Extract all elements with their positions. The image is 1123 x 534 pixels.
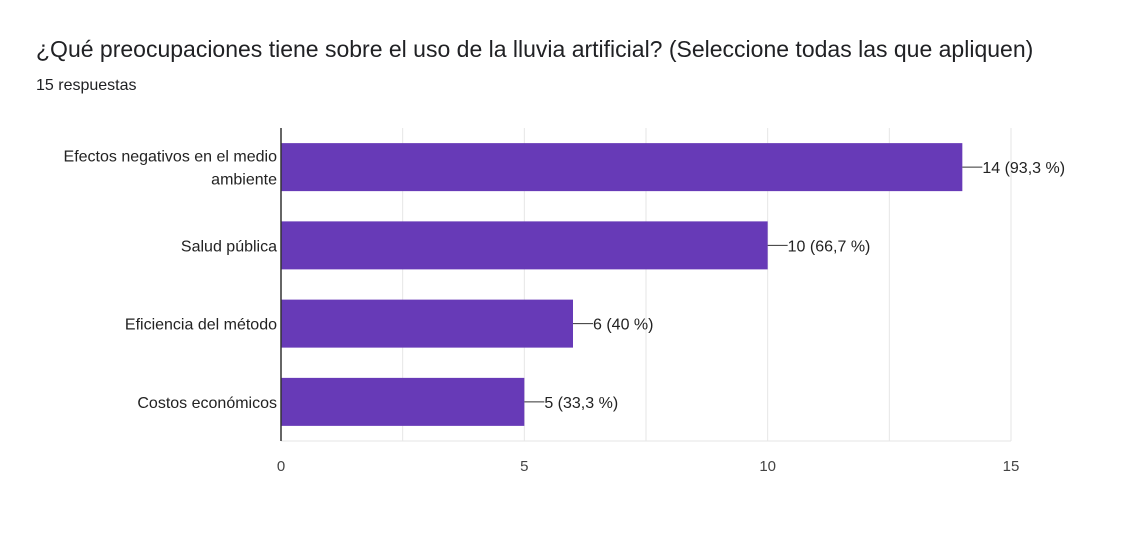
bar	[281, 143, 963, 192]
x-tick-label: 5	[520, 458, 528, 475]
category-label: ambiente	[211, 172, 277, 189]
category-label: Salud pública	[181, 238, 277, 255]
bar	[281, 377, 525, 426]
x-tick-label: 15	[1003, 458, 1020, 475]
bars	[281, 143, 963, 426]
category-label: Efectos negativos en el medio	[64, 149, 278, 166]
chart-title: ¿Qué preocupaciones tiene sobre el uso d…	[36, 36, 1034, 62]
value-label: 6 (40 %)	[593, 317, 653, 334]
category-label: Eficiencia del método	[125, 317, 277, 334]
value-label: 10 (66,7 %)	[788, 238, 871, 255]
value-label: 14 (93,3 %)	[982, 160, 1065, 177]
bar	[281, 299, 573, 348]
category-label: Costos económicos	[137, 395, 277, 412]
labels: 0 5 10 15 Efectos negativos en el medio ambie…	[64, 149, 1066, 475]
response-count: 15 respuestas	[36, 77, 137, 94]
bar	[281, 221, 768, 270]
value-label: 5 (33,3 %)	[544, 395, 618, 412]
x-tick-label: 0	[277, 458, 285, 475]
x-tick-label: 10	[759, 458, 776, 475]
